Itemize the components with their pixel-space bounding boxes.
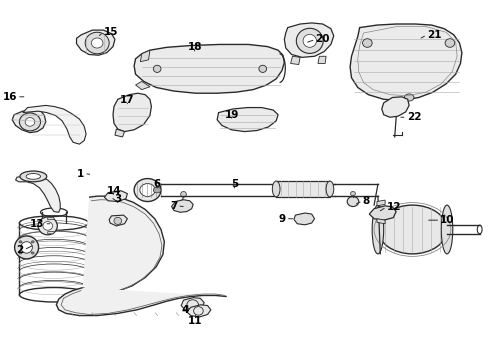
Polygon shape — [56, 288, 226, 316]
Polygon shape — [12, 110, 46, 133]
Polygon shape — [290, 56, 300, 64]
Ellipse shape — [15, 236, 39, 259]
Polygon shape — [115, 129, 124, 137]
Ellipse shape — [444, 39, 454, 47]
Polygon shape — [376, 200, 385, 206]
Text: 8: 8 — [362, 196, 369, 206]
Text: 13: 13 — [30, 219, 44, 229]
Bar — [276, 181, 329, 197]
Polygon shape — [349, 24, 461, 100]
Text: 1: 1 — [77, 168, 84, 179]
Polygon shape — [135, 81, 150, 90]
Ellipse shape — [26, 174, 41, 179]
Ellipse shape — [371, 205, 383, 254]
Text: 11: 11 — [188, 316, 203, 325]
Polygon shape — [134, 44, 284, 93]
Text: 19: 19 — [224, 110, 238, 120]
Polygon shape — [368, 206, 395, 220]
Ellipse shape — [140, 184, 155, 197]
Ellipse shape — [377, 205, 446, 254]
Polygon shape — [376, 219, 385, 224]
Polygon shape — [171, 200, 193, 212]
Ellipse shape — [350, 192, 355, 196]
Ellipse shape — [303, 35, 316, 47]
Polygon shape — [23, 105, 86, 144]
Text: 21: 21 — [426, 30, 441, 40]
Ellipse shape — [258, 65, 266, 72]
Ellipse shape — [25, 118, 35, 126]
Polygon shape — [76, 30, 115, 55]
Polygon shape — [181, 298, 204, 311]
Ellipse shape — [20, 113, 41, 131]
Ellipse shape — [362, 39, 371, 47]
Polygon shape — [381, 97, 408, 117]
Ellipse shape — [440, 205, 452, 254]
Ellipse shape — [31, 252, 34, 254]
Polygon shape — [140, 50, 150, 62]
Text: 9: 9 — [278, 214, 285, 224]
Text: 20: 20 — [315, 35, 329, 44]
Text: 6: 6 — [153, 179, 161, 189]
Ellipse shape — [38, 217, 57, 235]
Ellipse shape — [20, 171, 47, 182]
Polygon shape — [317, 56, 325, 63]
Ellipse shape — [134, 179, 161, 202]
Polygon shape — [284, 23, 333, 57]
Ellipse shape — [404, 94, 413, 101]
Ellipse shape — [153, 65, 161, 72]
Ellipse shape — [296, 28, 323, 53]
Ellipse shape — [180, 192, 186, 197]
Polygon shape — [217, 108, 278, 132]
Text: 5: 5 — [231, 179, 238, 189]
Polygon shape — [16, 176, 60, 212]
Text: 4: 4 — [181, 305, 188, 315]
Ellipse shape — [19, 241, 22, 243]
Ellipse shape — [91, 38, 102, 48]
Polygon shape — [48, 217, 54, 220]
Polygon shape — [293, 213, 314, 225]
Polygon shape — [109, 215, 127, 226]
Text: 2: 2 — [17, 245, 24, 255]
Ellipse shape — [85, 32, 109, 54]
Ellipse shape — [19, 252, 22, 254]
Text: 10: 10 — [439, 215, 454, 225]
Ellipse shape — [325, 181, 333, 197]
Polygon shape — [82, 196, 164, 293]
Text: 14: 14 — [106, 186, 121, 196]
Text: 18: 18 — [187, 42, 202, 52]
Text: 3: 3 — [114, 194, 121, 204]
Polygon shape — [113, 93, 151, 132]
Polygon shape — [186, 305, 210, 317]
Text: 15: 15 — [103, 27, 118, 37]
Ellipse shape — [272, 181, 280, 197]
Text: 12: 12 — [386, 202, 400, 212]
Ellipse shape — [153, 187, 161, 193]
Text: 22: 22 — [406, 112, 420, 122]
Text: 16: 16 — [2, 92, 17, 102]
Text: 17: 17 — [120, 95, 134, 105]
Polygon shape — [104, 191, 127, 202]
Ellipse shape — [114, 217, 122, 225]
Ellipse shape — [43, 222, 52, 230]
Polygon shape — [48, 231, 54, 234]
Ellipse shape — [21, 242, 32, 253]
Text: 7: 7 — [170, 201, 177, 211]
Ellipse shape — [31, 241, 34, 243]
Ellipse shape — [346, 197, 358, 207]
